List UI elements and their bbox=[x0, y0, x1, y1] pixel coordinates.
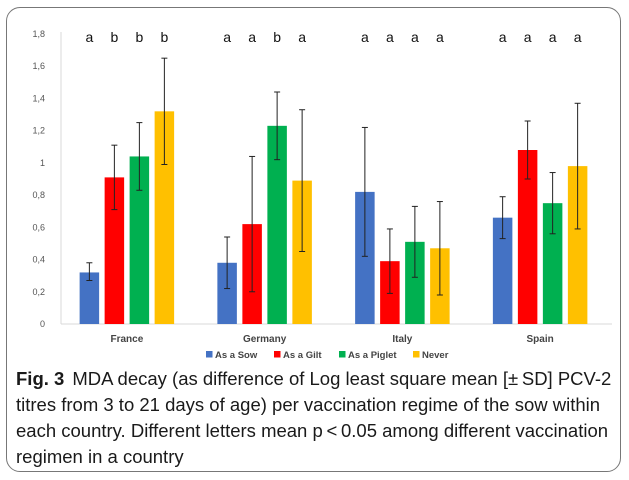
significance-letter: a bbox=[386, 29, 394, 45]
significance-letter: a bbox=[436, 29, 444, 45]
bar bbox=[104, 177, 125, 324]
significance-letter: a bbox=[223, 29, 231, 45]
bar-chart: 0 0,2 0,4 0,6 0,8 1 1,2 1,4 1,6 1,8 a b b b a a b a a a a a a… bbox=[32, 29, 612, 361]
bar bbox=[292, 180, 312, 324]
significance-letter: b bbox=[160, 29, 168, 45]
significance-letter: a bbox=[411, 29, 419, 45]
bar bbox=[267, 125, 287, 324]
bar bbox=[355, 191, 375, 324]
legend-label: As a Piglet bbox=[348, 350, 397, 361]
y-tick-label: 0,8 bbox=[32, 190, 45, 200]
bar bbox=[492, 217, 513, 324]
bar bbox=[154, 111, 175, 324]
legend-label: Never bbox=[422, 350, 449, 361]
y-tick-label: 1,4 bbox=[32, 93, 45, 103]
y-tick-label: 1,8 bbox=[32, 29, 45, 39]
significance-letter: a bbox=[574, 29, 582, 45]
significance-letter: a bbox=[85, 29, 93, 45]
y-tick-labels: 0 0,2 0,4 0,6 0,8 1 1,2 1,4 1,6 1,8 bbox=[32, 29, 45, 329]
legend-swatch bbox=[274, 351, 281, 358]
caption-text: MDA decay (as difference of Log least sq… bbox=[16, 368, 612, 467]
significance-letter: a bbox=[499, 29, 507, 45]
legend-swatch bbox=[413, 351, 420, 358]
y-tick-label: 1,6 bbox=[32, 61, 45, 71]
significance-letter: b bbox=[135, 29, 143, 45]
y-tick-label: 1 bbox=[40, 158, 45, 168]
category-label: Germany bbox=[243, 334, 287, 345]
category-labels: France Germany Italy Spain bbox=[110, 334, 553, 345]
legend-swatch bbox=[339, 351, 346, 358]
bar bbox=[517, 150, 538, 324]
legend-label: As a Sow bbox=[215, 350, 258, 361]
bar bbox=[217, 262, 237, 324]
legend: As a Sow As a Gilt As a Piglet Never bbox=[206, 350, 449, 361]
significance-letter: a bbox=[248, 29, 256, 45]
category-label: Spain bbox=[527, 334, 554, 345]
bar bbox=[405, 241, 425, 324]
category-label: Italy bbox=[392, 334, 412, 345]
significance-letter: a bbox=[549, 29, 557, 45]
significance-letter: b bbox=[273, 29, 281, 45]
significance-letter: a bbox=[298, 29, 306, 45]
y-tick-label: 0,4 bbox=[32, 255, 45, 265]
significance-letter: a bbox=[361, 29, 369, 45]
y-tick-label: 1,2 bbox=[32, 126, 45, 136]
legend-swatch bbox=[206, 351, 213, 358]
category-label: France bbox=[110, 334, 143, 345]
bar-groups bbox=[79, 111, 588, 324]
y-tick-label: 0,2 bbox=[32, 287, 45, 297]
figure-caption: Fig. 3 MDA decay (as difference of Log le… bbox=[16, 366, 612, 470]
significance-letter: a bbox=[524, 29, 532, 45]
y-tick-label: 0 bbox=[40, 319, 45, 329]
error-bars bbox=[86, 57, 581, 296]
y-tick-label: 0,6 bbox=[32, 222, 45, 232]
bar bbox=[567, 166, 588, 324]
figure-label: Fig. 3 bbox=[16, 368, 65, 389]
significance-letter: b bbox=[110, 29, 118, 45]
legend-label: As a Gilt bbox=[283, 350, 322, 361]
bar bbox=[542, 203, 563, 324]
bar bbox=[129, 156, 150, 324]
bar bbox=[79, 272, 100, 324]
